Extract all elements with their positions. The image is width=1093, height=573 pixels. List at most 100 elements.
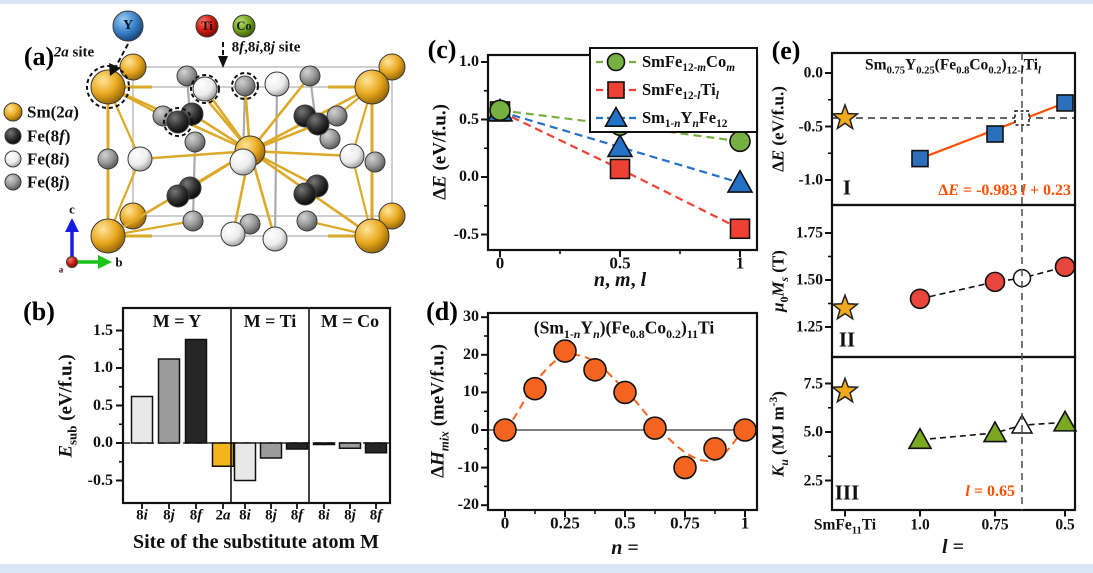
atom-sphere [66, 256, 78, 268]
data-point-triangle [1010, 413, 1034, 434]
y-tick-label: 1.75 [795, 224, 823, 242]
data-point-square [607, 81, 625, 99]
site-label-8fij: 8f,8i,8j site [231, 39, 301, 56]
sub: l [1038, 65, 1041, 77]
i: n [674, 118, 681, 131]
site-highlight-circle [231, 72, 259, 100]
i: u [777, 458, 791, 466]
bar-category-label: 8i [239, 507, 251, 524]
i: i [255, 39, 260, 56]
y-tick-label: 1.50 [795, 271, 823, 289]
y-tick-label: 0.0 [459, 168, 479, 185]
i: n [611, 537, 623, 559]
data-point-circle [583, 358, 607, 382]
site-label-2a: 2a site [53, 44, 95, 61]
data-point-circle [909, 288, 931, 310]
atom-sphere [166, 110, 190, 134]
axis-frame [486, 311, 759, 512]
sub: 0.8 [629, 326, 645, 341]
atom-sphere [293, 182, 317, 206]
panel-a-tag: (a) [23, 42, 55, 71]
data-point-square [986, 125, 1004, 143]
i: f [197, 507, 203, 524]
bond-line [113, 43, 129, 71]
sub: 11 [851, 525, 862, 537]
atom-sphere [326, 105, 348, 127]
i: f [298, 507, 304, 524]
atom-sphere [364, 151, 386, 173]
chart-title: Sm0.75Y0.25(Fe0.8Co0.2)12-lTil [865, 56, 1041, 77]
i: a [64, 102, 74, 122]
sub: 0.75 [886, 65, 906, 77]
i: j [170, 507, 175, 524]
i: l [965, 483, 970, 500]
y-tick-label: 5.0 [803, 423, 823, 441]
data-point-triangle [1052, 409, 1078, 432]
panel-e-tag: (e) [771, 36, 801, 65]
atom-sphere [262, 226, 288, 252]
panel-e-stacked-charts: 0.0 -0.5 -1.0 I ΔE = -0.983 l + 0.23 ΔE (eV/f… [763, 18, 1093, 573]
sub: n [593, 327, 600, 341]
panel-a-crystal-structure: Y Ti Co 2a site 8f,8i,8j site Sm(2a) Fe(8f) Fe(… [0, 4, 425, 290]
panel-c-scatter-chart: 1.0 0.5 0.0 -0.5 0 0.5 1 SmFe12-mCom SmFe12-lTil… [422, 22, 770, 300]
y-tick-label: 1.25 [795, 318, 823, 336]
y-axis-title: ΔE (eV/f.u.) [429, 104, 451, 200]
i: j [351, 507, 356, 524]
x-tick-label: 1 [740, 513, 750, 533]
data-point-triangle [982, 420, 1008, 443]
atom-label-ti: Ti [201, 18, 213, 33]
y-tick-label: 2.5 [803, 471, 823, 489]
atom-sphere [112, 10, 144, 42]
i: E [429, 175, 451, 188]
atom-sphere [3, 102, 23, 122]
y-tick-label: 1.5 [93, 321, 113, 339]
i: m [615, 269, 631, 291]
axis-label-c: c [69, 201, 75, 217]
site-highlight-circle [86, 65, 130, 109]
atom-sphere [97, 148, 119, 170]
atom-sphere [306, 112, 330, 136]
atom-sphere [176, 65, 198, 87]
chart-title: (Sm1-nYn)(Fe0.8Co0.2)11Ti [533, 317, 715, 341]
bar-category-label: 2a [215, 507, 231, 524]
sub: sub [64, 425, 80, 445]
sub: s [778, 277, 791, 282]
atom-sphere [354, 218, 390, 254]
sub: 1-n [563, 326, 581, 341]
atom-sphere [182, 210, 204, 232]
mixing-enthalpy-canvas [481, 311, 759, 517]
axis-label-b: b [115, 254, 123, 270]
data-point-circle [1054, 256, 1076, 278]
site-highlight-circle [190, 74, 220, 104]
legend-label: Fe(8j) [27, 172, 70, 192]
atom-sphere [264, 71, 290, 97]
bar-group-label: M = Ti [243, 311, 297, 331]
bar-group-label: M = Co [320, 311, 380, 331]
bar [364, 442, 388, 454]
bond-line [249, 149, 353, 158]
legend-label: Sm(2a) [27, 102, 79, 122]
arrowhead [218, 56, 228, 68]
bar-category-label: 8j [265, 507, 277, 524]
bar-category-label: 8f [189, 507, 203, 524]
data-point-circle [553, 339, 577, 363]
site-highlight-circle [163, 107, 193, 137]
axis-frame [830, 203, 1077, 359]
legend-label: Fe(8i) [27, 149, 70, 169]
bar-category-label: 8j [344, 507, 356, 524]
sub: 1-n [664, 118, 681, 131]
bar [157, 358, 181, 444]
i: E [768, 149, 788, 162]
atom-sphere [192, 76, 218, 102]
legend-entry-label: SmFe12-lTil [642, 79, 719, 103]
data-point-circle [729, 130, 751, 153]
data-point-square [729, 218, 751, 240]
atom-sphere [296, 210, 318, 232]
panel-numeral: I [842, 175, 852, 200]
x-axis-title: l = [942, 536, 964, 558]
page-margin-top [0, 0, 1093, 4]
atom-sphere [354, 69, 390, 105]
i: l [942, 536, 948, 558]
bond-line [139, 149, 251, 161]
legend-label: Fe(8f) [27, 126, 71, 146]
